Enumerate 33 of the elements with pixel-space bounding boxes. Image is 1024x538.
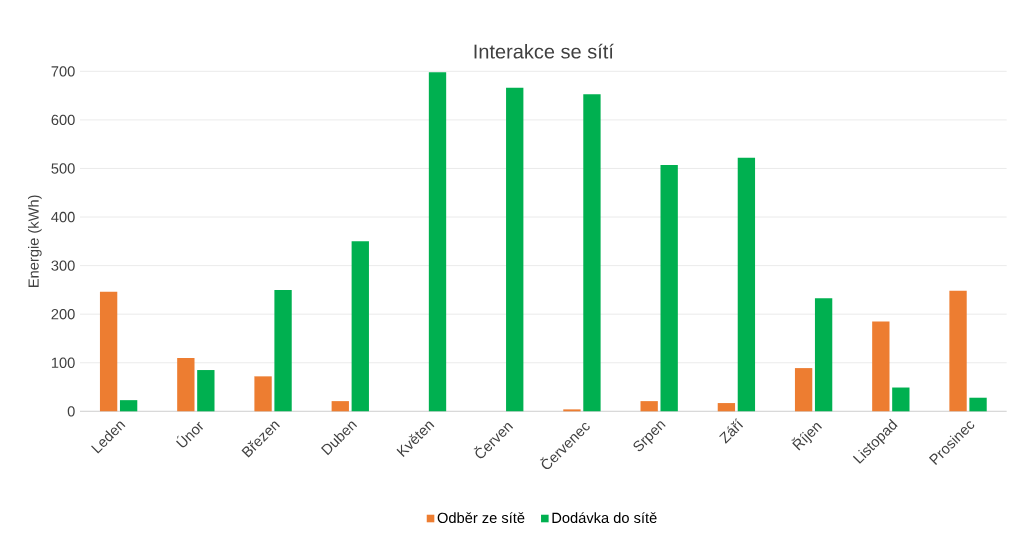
bar: [428, 72, 447, 412]
legend-label: Dodávka do sítě: [552, 512, 657, 524]
bar: [177, 357, 195, 412]
bar: [351, 241, 369, 412]
bar: [583, 94, 601, 412]
bar: [254, 376, 272, 412]
y-axis-title: Energie (kWh): [28, 195, 42, 287]
bar: [717, 403, 736, 412]
bar: [794, 368, 813, 412]
y-tick-label: 200: [51, 309, 75, 320]
chart-title: Interakce se sítí: [474, 43, 614, 59]
y-tick-label: 0: [67, 406, 75, 417]
bar: [99, 291, 118, 412]
bar: [814, 298, 833, 412]
bar: [969, 397, 987, 412]
y-tick-label: 500: [51, 163, 75, 174]
bar: [949, 290, 967, 412]
bar: [274, 289, 292, 412]
bar: [506, 87, 524, 412]
y-tick-label: 300: [51, 260, 75, 271]
y-tick-label: 400: [51, 211, 75, 223]
bar: [119, 400, 138, 412]
y-tick-label: 600: [51, 114, 75, 126]
bar: [737, 157, 756, 412]
bar: [197, 370, 215, 412]
bar: [331, 401, 349, 412]
bar: [872, 321, 890, 412]
bar: [660, 165, 678, 412]
y-tick-label: 700: [51, 66, 75, 77]
y-tick-label: 100: [51, 357, 75, 368]
legend-label: Odběr ze sítě: [437, 512, 525, 524]
bar: [892, 387, 910, 412]
bar: [640, 401, 658, 412]
